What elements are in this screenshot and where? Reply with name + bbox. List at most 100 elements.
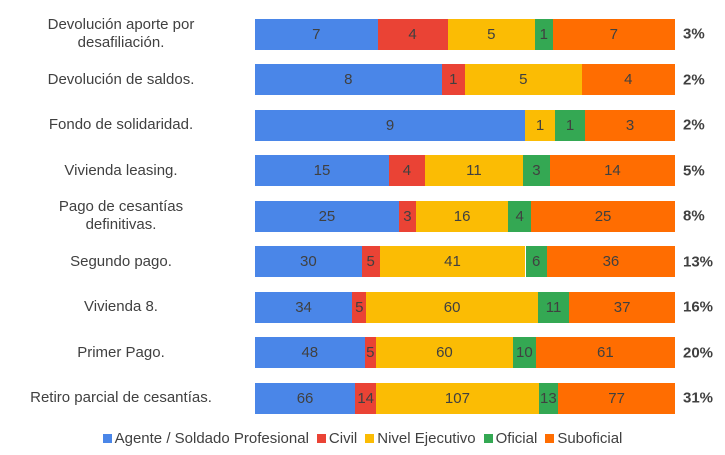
data-label: 7 bbox=[312, 25, 321, 43]
row-share-label: 13% bbox=[683, 253, 714, 270]
bar-segment: 60 bbox=[366, 291, 538, 323]
bar-segment: 15 bbox=[255, 155, 390, 186]
bar-segment: 16 bbox=[416, 200, 509, 232]
bar-segment: 25 bbox=[255, 200, 399, 232]
bar-segment: 30 bbox=[255, 246, 362, 277]
data-label: 3 bbox=[625, 116, 635, 134]
legend: Agente / Soldado Profesional Civil Nivel E… bbox=[0, 430, 725, 447]
data-label: 60 bbox=[443, 298, 461, 316]
bar-segment: 11 bbox=[537, 291, 570, 323]
bar-segment: 4 bbox=[508, 200, 532, 232]
bar-segment: 14 bbox=[355, 382, 377, 414]
legend-item: Agente / Soldado Profesional bbox=[102, 430, 309, 447]
bar-segment: 66 bbox=[255, 382, 356, 414]
data-label: 1 bbox=[565, 116, 575, 134]
data-label: 25 bbox=[318, 207, 336, 225]
data-label: 8 bbox=[344, 71, 353, 88]
data-label: 5 bbox=[355, 298, 364, 316]
legend-swatch bbox=[316, 434, 326, 443]
row-share-label: 5% bbox=[683, 162, 705, 179]
legend-label: Agente / Soldado Profesional bbox=[114, 430, 309, 447]
legend-label: Suboficial bbox=[557, 430, 623, 447]
data-label: 3 bbox=[532, 162, 541, 179]
bar-segment: 3 bbox=[398, 200, 417, 232]
bar-segment: 5 bbox=[352, 291, 367, 323]
legend-label: Nivel Ejecutivo bbox=[377, 430, 476, 447]
legend-item: Oficial bbox=[483, 430, 538, 447]
legend-item: Civil bbox=[316, 430, 358, 447]
data-label: 16 bbox=[453, 207, 471, 225]
row-share-label: 2% bbox=[683, 116, 705, 134]
legend-item: Suboficial bbox=[545, 430, 622, 447]
bar-segment: 6 bbox=[525, 246, 547, 277]
category-label: Devolución aporte por desafiliación. bbox=[47, 16, 195, 51]
bar-segment: 10 bbox=[512, 337, 536, 368]
data-label: 25 bbox=[594, 207, 612, 225]
bar-segment: 1 bbox=[441, 64, 465, 95]
data-label: 48 bbox=[301, 344, 319, 361]
bar-segment: 1 bbox=[555, 109, 585, 141]
bar-segment: 3 bbox=[523, 155, 550, 186]
bar-segment: 1 bbox=[535, 18, 553, 50]
bar-segment: 5 bbox=[364, 337, 376, 368]
data-label: 6 bbox=[532, 253, 541, 270]
bar-segment: 1 bbox=[525, 109, 555, 141]
data-label: 3 bbox=[403, 207, 412, 225]
legend-label: Oficial bbox=[495, 430, 538, 447]
legend-swatch bbox=[483, 434, 493, 443]
bar-segment: 13 bbox=[538, 382, 559, 414]
category-label: Pago de cesantías definitivas. bbox=[58, 198, 184, 233]
data-label: 10 bbox=[515, 344, 533, 361]
bar-segment: 60 bbox=[375, 337, 513, 368]
bar-segment: 4 bbox=[581, 64, 675, 95]
bar-segment: 41 bbox=[379, 246, 526, 277]
bar-segment: 25 bbox=[531, 200, 675, 232]
data-label: 1 bbox=[539, 25, 548, 43]
legend-swatch bbox=[545, 434, 555, 443]
category-label: Devolución de saldos. bbox=[47, 70, 195, 88]
data-label: 14 bbox=[357, 389, 375, 407]
bar-segment: 8 bbox=[255, 64, 442, 95]
row-share-label: 16% bbox=[683, 298, 714, 316]
data-label: 5 bbox=[366, 253, 375, 270]
data-label: 5 bbox=[519, 71, 528, 88]
bar-segment: 14 bbox=[549, 155, 675, 186]
bar-segment: 11 bbox=[424, 155, 524, 186]
bar-segment: 34 bbox=[255, 291, 353, 323]
data-label: 4 bbox=[515, 207, 524, 225]
category-label: Segundo pago. bbox=[70, 252, 172, 270]
bar-segment: 48 bbox=[255, 337, 365, 368]
data-label: 5 bbox=[487, 25, 496, 43]
legend-swatch bbox=[365, 434, 375, 443]
data-label: 1 bbox=[535, 116, 545, 134]
bar-segment: 77 bbox=[558, 382, 675, 414]
row-share-label: 2% bbox=[683, 71, 705, 88]
data-label: 41 bbox=[444, 253, 461, 270]
data-label: 61 bbox=[597, 344, 614, 361]
data-label: 1 bbox=[449, 71, 458, 88]
bar-segment: 7 bbox=[552, 18, 675, 50]
bar-segment: 3 bbox=[585, 109, 675, 141]
data-label: 9 bbox=[385, 116, 395, 134]
bar-segment: 61 bbox=[535, 337, 675, 368]
bar-segment: 5 bbox=[465, 64, 582, 95]
data-label: 4 bbox=[402, 162, 412, 179]
data-label: 107 bbox=[444, 389, 470, 407]
data-label: 13 bbox=[540, 389, 557, 407]
data-label: 66 bbox=[296, 389, 314, 407]
legend-swatch bbox=[102, 434, 112, 443]
category-label: Fondo de solidaridad. bbox=[48, 116, 194, 133]
bar-segment: 5 bbox=[361, 246, 380, 277]
legend-item: Nivel Ejecutivo bbox=[365, 430, 476, 447]
row-share-label: 8% bbox=[683, 207, 705, 225]
bar-segment: 36 bbox=[546, 246, 675, 277]
data-label: 11 bbox=[545, 298, 562, 316]
data-label: 11 bbox=[466, 162, 482, 179]
category-label: Vivienda 8. bbox=[84, 298, 158, 315]
data-label: 4 bbox=[624, 71, 633, 88]
bar-segment: 9 bbox=[255, 109, 525, 141]
bar-segment: 5 bbox=[447, 18, 535, 50]
category-label: Primer Pago. bbox=[77, 343, 165, 361]
legend-label: Civil bbox=[328, 430, 358, 447]
